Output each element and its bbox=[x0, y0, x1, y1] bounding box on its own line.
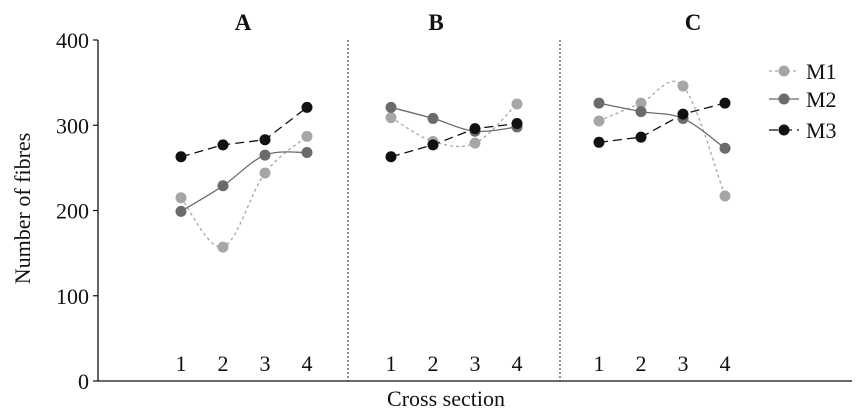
data-point-m2 bbox=[427, 112, 439, 124]
y-axis-title: Number of fibres bbox=[10, 133, 35, 285]
data-point-m2 bbox=[719, 142, 731, 154]
panel-a: A 1 2 3 4 bbox=[175, 10, 313, 376]
data-point-m3 bbox=[719, 97, 731, 109]
data-point-m1 bbox=[677, 80, 689, 92]
data-point-m3 bbox=[469, 123, 481, 135]
data-point-m1 bbox=[511, 98, 523, 110]
data-point-m2 bbox=[635, 106, 647, 118]
data-point-m1 bbox=[385, 112, 397, 124]
legend-label-m3: M3 bbox=[806, 118, 837, 143]
x-tick-label: 2 bbox=[218, 351, 229, 376]
data-point-m2 bbox=[259, 149, 271, 161]
x-tick-label: 1 bbox=[176, 351, 187, 376]
data-point-m1 bbox=[593, 115, 605, 127]
series-line-m3 bbox=[390, 122, 518, 158]
data-point-m3 bbox=[427, 139, 439, 151]
data-point-m2 bbox=[175, 205, 187, 217]
panel-title: C bbox=[685, 10, 702, 35]
series-line-m3 bbox=[180, 106, 308, 158]
panel-b: B 1 2 3 4 bbox=[385, 10, 523, 376]
series-line-m1 bbox=[390, 103, 518, 148]
x-tick-label: 2 bbox=[636, 351, 647, 376]
legend-marker-m1 bbox=[778, 65, 790, 77]
data-point-m3 bbox=[259, 134, 271, 146]
series-line-m2 bbox=[390, 106, 518, 133]
series-line-m3 bbox=[598, 102, 726, 143]
x-tick-label: 4 bbox=[512, 351, 523, 376]
data-point-m2 bbox=[593, 97, 605, 109]
data-point-m3 bbox=[385, 151, 397, 163]
series-line-m1 bbox=[180, 135, 308, 248]
x-axis-title: Cross section bbox=[387, 386, 505, 410]
data-point-m1 bbox=[259, 167, 271, 179]
legend-marker-m3 bbox=[778, 124, 790, 136]
x-tick-label: 1 bbox=[594, 351, 605, 376]
panel-title: B bbox=[428, 10, 443, 35]
series-line-m2 bbox=[598, 102, 726, 149]
legend-label-m1: M1 bbox=[806, 59, 837, 84]
data-point-m2 bbox=[385, 101, 397, 113]
x-tick-label: 4 bbox=[720, 351, 731, 376]
y-tick-label: 400 bbox=[56, 28, 89, 53]
data-point-m3 bbox=[677, 108, 689, 120]
data-point-m3 bbox=[635, 131, 647, 143]
legend: M1 M2 M3 bbox=[769, 59, 837, 143]
series-line-m1 bbox=[598, 80, 726, 197]
data-point-m3 bbox=[175, 151, 187, 163]
chart-panels: A 1 2 3 4 B 1 2 3 4 C 1 2 3 4 bbox=[175, 10, 731, 376]
data-point-m1 bbox=[469, 137, 481, 149]
x-tick-label: 3 bbox=[260, 351, 271, 376]
panel-title: A bbox=[235, 10, 252, 35]
x-tick-label: 3 bbox=[678, 351, 689, 376]
y-tick-label: 200 bbox=[56, 199, 89, 224]
data-point-m1 bbox=[635, 97, 647, 109]
y-tick-label: 100 bbox=[56, 284, 89, 309]
data-point-m1 bbox=[217, 241, 229, 253]
y-tick-label: 300 bbox=[56, 113, 89, 138]
axes: 0 100 200 300 400 Number of fibres Cross secti… bbox=[10, 28, 852, 410]
x-tick-label: 4 bbox=[302, 351, 313, 376]
x-tick-label: 1 bbox=[386, 351, 397, 376]
legend-marker-m2 bbox=[778, 93, 790, 105]
data-point-m3 bbox=[511, 118, 523, 130]
data-point-m3 bbox=[301, 101, 313, 113]
legend-label-m2: M2 bbox=[806, 87, 837, 112]
x-tick-label: 3 bbox=[470, 351, 481, 376]
panel-c: C 1 2 3 4 bbox=[593, 10, 731, 376]
data-point-m1 bbox=[719, 190, 731, 202]
data-point-m1 bbox=[301, 130, 313, 142]
data-point-m2 bbox=[301, 147, 313, 159]
data-point-m2 bbox=[217, 180, 229, 192]
data-point-m3 bbox=[217, 139, 229, 151]
x-tick-label: 2 bbox=[428, 351, 439, 376]
y-tick-label: 0 bbox=[78, 369, 89, 394]
series-line-m2 bbox=[180, 151, 308, 212]
data-point-m1 bbox=[175, 192, 187, 204]
data-point-m3 bbox=[593, 136, 605, 148]
